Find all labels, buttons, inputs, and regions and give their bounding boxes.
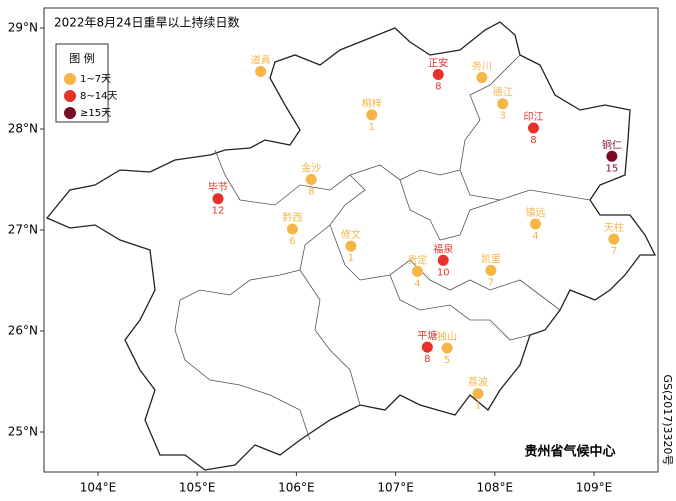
station-days: 8: [424, 354, 430, 365]
legend-box: [55, 43, 109, 123]
station-name: 道真: [251, 53, 271, 66]
title: 2022年8月24日重旱以上持续日数: [54, 15, 239, 30]
legend-swatch: [64, 90, 76, 102]
legend: 图 例: [55, 43, 109, 123]
approval-number: GS(2017)3320号: [661, 374, 674, 465]
station-days: 3: [500, 111, 506, 122]
station-name: 平塘: [417, 329, 437, 342]
station-point: [485, 264, 497, 276]
y-tick-label: 28°N: [8, 121, 38, 135]
station-days: 10: [437, 267, 450, 278]
station-point: [421, 341, 433, 353]
legend-swatch: [64, 73, 76, 85]
station-point: [286, 223, 298, 235]
station-name: 毕节: [208, 181, 228, 194]
station-point: [437, 254, 449, 266]
x-tick-label: 105°E: [179, 481, 216, 495]
station-days: 4: [532, 231, 538, 242]
station-days: 8: [435, 81, 441, 92]
x-tick-label: 106°E: [278, 481, 315, 495]
station-name: 金沙: [301, 162, 321, 175]
station-days: 8: [530, 135, 536, 146]
map-frame: [43, 7, 659, 473]
legend-label: 8~14天: [80, 91, 117, 102]
station-point: [432, 68, 444, 80]
province-outline: [45, 21, 657, 471]
y-tick-label: 27°N: [8, 223, 38, 237]
station-name: 桐梓: [362, 97, 382, 110]
station-name: 德江: [493, 86, 513, 99]
y-tick-label: 29°N: [8, 20, 38, 34]
station-days: 6: [289, 236, 295, 247]
x-tick-label: 108°E: [477, 481, 514, 495]
x-tick-label: 107°E: [377, 481, 414, 495]
x-tick-label: 109°E: [576, 481, 613, 495]
station-name: 凯里: [481, 252, 501, 265]
station-days: 7: [488, 277, 494, 288]
station-name: 修文: [341, 228, 361, 241]
station-point: [476, 71, 488, 83]
y-tick-label: 25°N: [8, 425, 38, 439]
station-name: 荔波: [468, 376, 488, 389]
source: 贵州省气候中心: [524, 444, 615, 460]
station-point: [441, 342, 453, 354]
station-name: 黔西: [282, 211, 302, 224]
station-name: 正安: [428, 56, 448, 69]
station-name: 务川: [472, 59, 492, 72]
station-point: [527, 122, 539, 134]
legend-label: 1~7天: [80, 74, 111, 85]
station-days: 12: [212, 206, 225, 217]
station-point: [472, 388, 484, 400]
station-name: 印江: [523, 111, 543, 123]
station-days: 1: [475, 401, 481, 412]
legend-title: 图 例: [69, 51, 95, 65]
station-name: 镇远: [525, 206, 545, 219]
station-point: [606, 150, 618, 162]
prefecture-borders: [174, 54, 591, 441]
station-point: [497, 98, 509, 110]
station-days: 7: [611, 246, 617, 257]
station-name: 福泉: [433, 242, 453, 255]
station-point: [212, 193, 224, 205]
station-name: 天柱: [604, 221, 624, 234]
station-name: 贵定: [407, 253, 427, 266]
legend-label: ≥15天: [80, 108, 111, 119]
station-days: 1: [369, 122, 375, 133]
station-point: [305, 174, 317, 186]
station-point: [529, 218, 541, 230]
station-point: [608, 233, 620, 245]
station-days: 1: [348, 253, 354, 264]
legend-swatch: [64, 107, 76, 119]
station-days: 4: [414, 278, 420, 289]
x-tick-label: 104°E: [80, 481, 117, 495]
station-point: [411, 265, 423, 277]
station-name: 独山: [437, 330, 457, 343]
station-name: 铜仁: [602, 139, 622, 151]
station-point: [366, 109, 378, 121]
station-point: [345, 240, 357, 252]
y-tick-label: 26°N: [8, 324, 38, 338]
station-days: 5: [444, 355, 450, 366]
station-days: 15: [606, 163, 619, 174]
station-days: 8: [308, 187, 314, 198]
station-point: [255, 65, 267, 77]
